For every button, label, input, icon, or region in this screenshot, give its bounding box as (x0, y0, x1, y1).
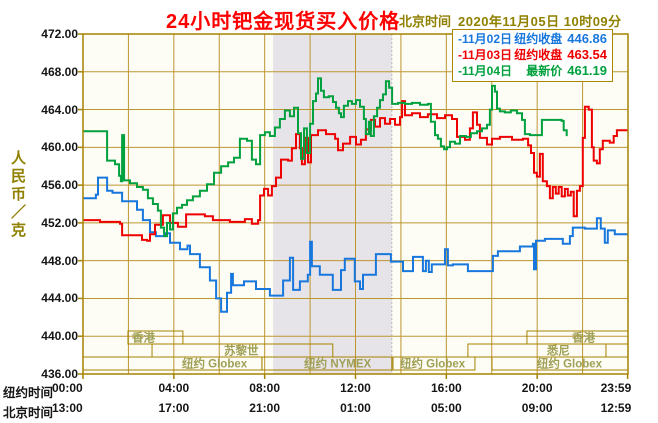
session-label: 纽约 Globex (182, 357, 248, 371)
session-label: 纽约 Globex (400, 357, 466, 371)
ny-time-row-label: 纽约时间 (3, 386, 54, 400)
session-label: 香港 (131, 331, 155, 345)
x-axis-tick-ny: 04:00 (158, 381, 190, 395)
y-axis-tick: 452.00 (41, 215, 78, 230)
legend-session-label: 纽约收盘 (514, 32, 563, 46)
legend-item: -11月03日 纽约收盘 463.54 (458, 47, 607, 63)
x-axis-tick-ny: 16:00 (430, 381, 462, 395)
legend-date: -11月04日 (458, 64, 513, 78)
y-axis-tick: 448.00 (41, 253, 78, 268)
series-line-0 (83, 176, 628, 313)
x-axis-tick-bj: 13:00 (51, 401, 83, 415)
beijing-time-label: 北京时间 (399, 14, 452, 29)
series-line-2 (83, 77, 568, 238)
x-axis-tick-bj: 17:00 (158, 401, 190, 415)
legend-value: 446.86 (567, 31, 607, 46)
y-axis-tick: 464.00 (41, 102, 78, 117)
x-axis-tick-ny: 00:00 (51, 381, 83, 395)
y-axis-tick: 436.00 (41, 367, 78, 381)
x-axis-tick-ny: 08:00 (249, 381, 281, 395)
x-axis-tick-bj: 09:00 (521, 401, 553, 415)
legend-value: 461.19 (567, 63, 607, 78)
current-datetime: 2020年11月05日 10时09分 (458, 14, 622, 29)
session-label: 悉尼 (546, 344, 570, 358)
session-label: 纽约 NYMEX (304, 357, 371, 371)
session-label: 苏黎世 (224, 344, 259, 358)
y-axis-tick: 440.00 (41, 329, 78, 344)
legend-date: -11月02日 (458, 32, 513, 46)
y-axis-tick: 472.00 (41, 27, 78, 41)
legend-item: -11月04日 最新价 461.19 (458, 63, 607, 79)
legend-session-label: 纽约收盘 (514, 48, 563, 62)
bj-time-row-label: 北京时间 (3, 406, 54, 420)
nymex-session-band (273, 34, 392, 374)
session-label: 香港 (571, 331, 595, 345)
y-axis-tick: 444.00 (41, 291, 78, 306)
y-axis-tick: 460.00 (41, 140, 78, 155)
y-axis-tick: 456.00 (41, 178, 78, 193)
legend-box: -11月02日 纽约收盘 446.86 -11月03日 纽约收盘 463.54 -11月04… (452, 29, 613, 82)
legend-session-label: 最新价 (526, 64, 563, 78)
x-axis-tick-bj: 01:00 (340, 401, 371, 415)
page-title: 24小时钯金现货买入价格 (166, 11, 401, 33)
x-axis-tick-bj: 21:00 (249, 401, 281, 415)
x-axis-tick-ny: 23:59 (600, 381, 632, 395)
x-axis-tick-ny: 12:00 (340, 381, 371, 395)
session-label: 纽约 Globex (537, 357, 603, 371)
session-box (392, 356, 476, 371)
x-axis-tick-bj: 05:00 (430, 401, 462, 415)
x-axis-tick-ny: 20:00 (521, 381, 553, 395)
x-axis-tick-bj: 12:59 (600, 401, 632, 415)
legend-item: -11月02日 纽约收盘 446.86 (458, 31, 607, 47)
legend-value: 463.54 (567, 47, 607, 62)
series-line-1 (83, 100, 628, 242)
session-box (261, 356, 393, 371)
price-axis-unit-label: 人民币／克 (9, 150, 26, 240)
legend-date: -11月03日 (458, 48, 513, 62)
y-axis-tick: 468.00 (41, 64, 78, 79)
